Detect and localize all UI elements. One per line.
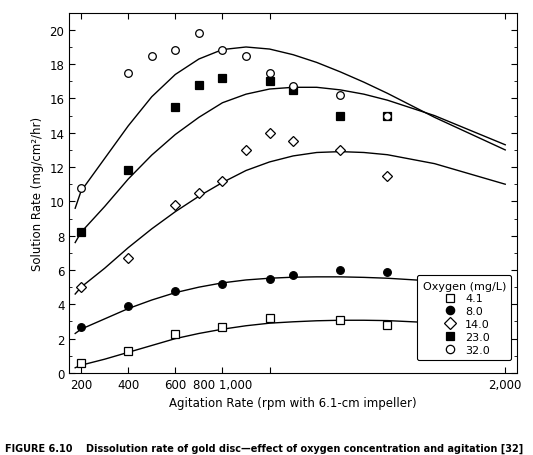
Legend: 4.1, 8.0, 14.0, 23.0, 32.0: 4.1, 8.0, 14.0, 23.0, 32.0 [417,276,512,360]
Text: FIGURE 6.10    Dissolution rate of gold disc—effect of oxygen concentration and : FIGURE 6.10 Dissolution rate of gold dis… [5,442,523,453]
Y-axis label: Solution Rate (mg/cm²/hr): Solution Rate (mg/cm²/hr) [31,116,44,270]
X-axis label: Agitation Rate (rpm with 6.1-cm impeller): Agitation Rate (rpm with 6.1-cm impeller… [169,396,417,410]
